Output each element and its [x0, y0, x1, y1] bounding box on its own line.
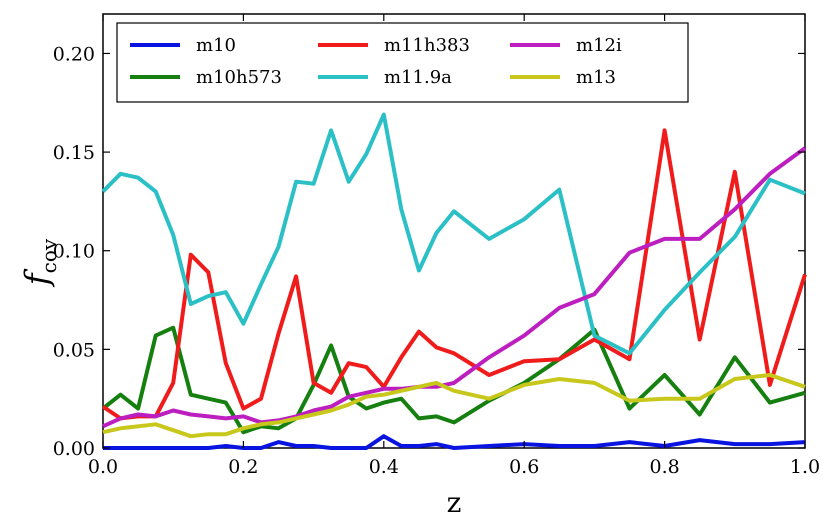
y-tick-label: 0.00: [53, 438, 95, 460]
legend-label-m10h573: m10h573: [196, 67, 282, 88]
y-tick-label: 0.05: [53, 339, 95, 361]
tick-layer: 0.0 0.2 0.4 0.6 0.8 1.0 0.00 0.05 0.10 0.15 0.20: [53, 14, 820, 478]
x-axis-title: z: [447, 486, 462, 519]
legend-label-m11h383: m11h383: [384, 35, 470, 56]
x-tick-label: 0.8: [649, 456, 679, 478]
y-axis-title: fcov: [18, 238, 61, 287]
x-tick-label: 0.0: [88, 456, 118, 478]
y-tick-label: 0.20: [53, 43, 95, 65]
legend-entries: m10 m10h573 m11h383 m11.9a m12i m13: [130, 35, 622, 88]
y-tick-label: 0.15: [53, 142, 95, 164]
x-tick-label: 0.6: [509, 456, 539, 478]
legend-label-m10: m10: [196, 35, 236, 56]
legend-label-m12i: m12i: [576, 35, 622, 56]
series-line-m10h573: [101, 325, 806, 435]
series-line-m11h383: [101, 128, 807, 421]
legend-label-m13: m13: [576, 67, 616, 88]
series-line-m13: [102, 373, 806, 439]
series-layer: [101, 112, 807, 450]
x-tick-label: 0.2: [228, 456, 258, 478]
x-tick-label: 1.0: [790, 456, 820, 478]
legend: m10 m10h573 m11h383 m11.9a m12i m13: [116, 22, 689, 103]
legend-box: [116, 22, 689, 103]
y-tick-label: 0.10: [53, 241, 95, 263]
y-axis-title-subscript: cov: [37, 238, 61, 273]
series-line-m11-9a: [101, 112, 806, 356]
series-line-m12i: [102, 146, 807, 429]
series-line-m10: [103, 434, 806, 450]
x-tick-label: 0.4: [369, 456, 399, 478]
legend-label-m11-9a: m11.9a: [384, 67, 452, 88]
